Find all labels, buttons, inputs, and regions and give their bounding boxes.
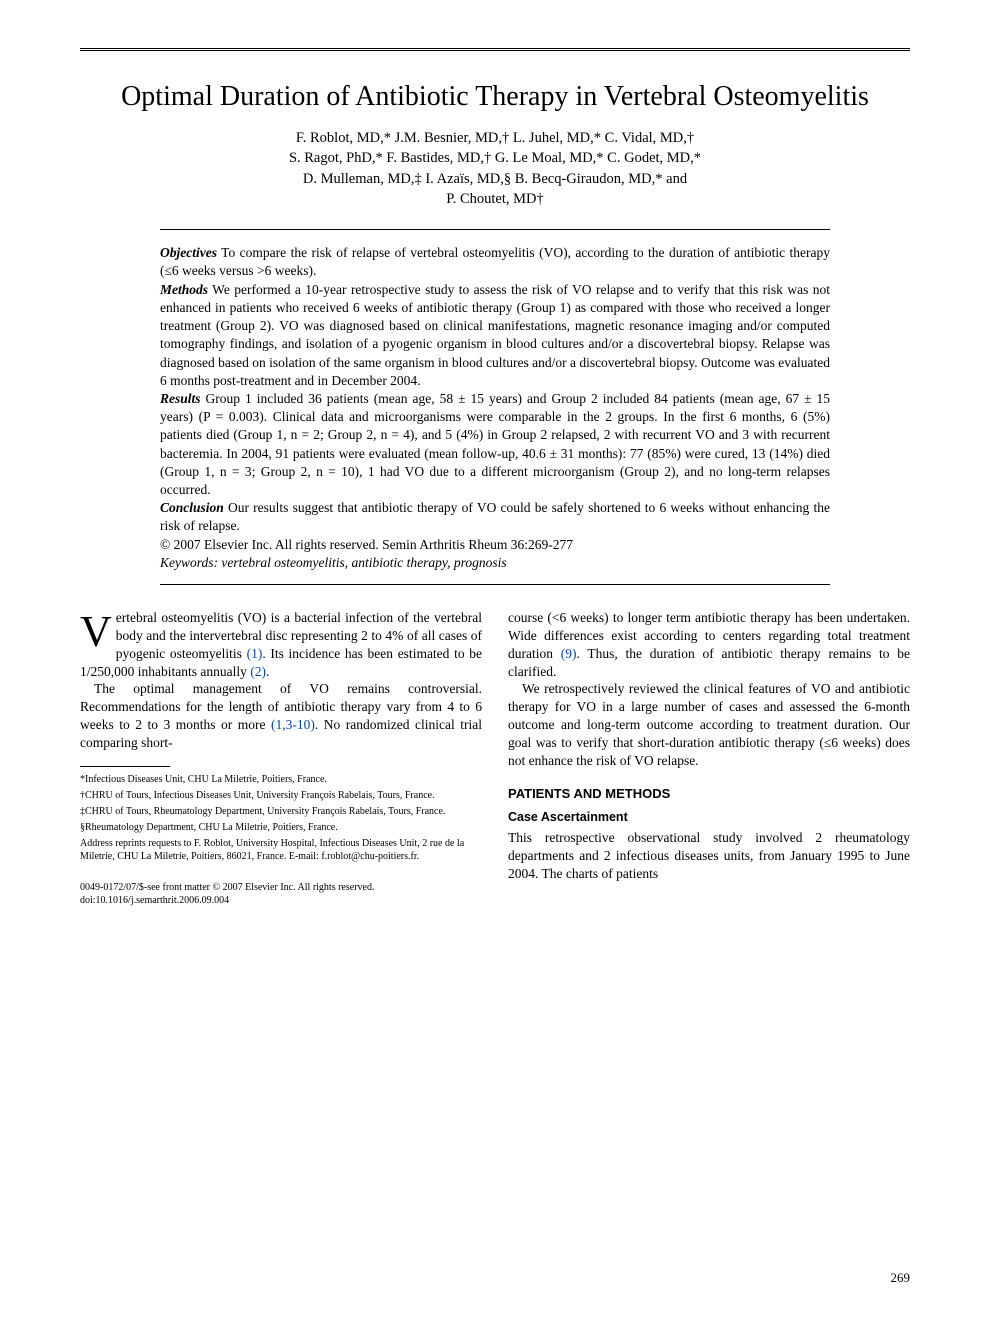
article-title: Optimal Duration of Antibiotic Therapy i… <box>80 79 910 114</box>
intro-para-3: course (<6 weeks) to longer term antibio… <box>508 609 910 680</box>
affiliation-2: †CHRU of Tours, Infectious Diseases Unit… <box>80 789 482 802</box>
author-list: F. Roblot, MD,* J.M. Besnier, MD,† L. Ju… <box>80 128 910 209</box>
methods-text: We performed a 10-year retrospective stu… <box>160 282 830 388</box>
dropcap-letter: V <box>80 609 116 650</box>
intro-para-1: Vertebral osteomyelitis (VO) is a bacter… <box>80 609 482 680</box>
intro-p1-after2: . <box>266 664 269 679</box>
authors-line-3: D. Mulleman, MD,‡ I. Azaïs, MD,§ B. Becq… <box>80 169 910 189</box>
affiliation-rule <box>80 766 170 767</box>
abstract-block: Objectives To compare the risk of relaps… <box>160 244 830 572</box>
affiliations-block: *Infectious Diseases Unit, CHU La Miletr… <box>80 773 482 863</box>
page-number: 269 <box>891 1270 911 1286</box>
intro-para-2: The optimal management of VO remains con… <box>80 680 482 751</box>
title-block: Optimal Duration of Antibiotic Therapy i… <box>80 79 910 209</box>
top-double-rule <box>80 48 910 51</box>
abstract-keywords: Keywords: vertebral osteomyelitis, antib… <box>160 554 830 572</box>
body-columns: Vertebral osteomyelitis (VO) is a bacter… <box>80 609 910 907</box>
footer-copyright: 0049-0172/07/$-see front matter © 2007 E… <box>80 881 482 907</box>
results-text: Group 1 included 36 patients (mean age, … <box>160 391 830 497</box>
column-left: Vertebral osteomyelitis (VO) is a bacter… <box>80 609 482 907</box>
objectives-text: To compare the risk of relapse of verteb… <box>160 245 830 278</box>
keywords-text: vertebral osteomyelitis, antibiotic ther… <box>218 555 507 570</box>
subsection-heading-case-ascertainment: Case Ascertainment <box>508 809 910 826</box>
ref-link-1[interactable]: (1) <box>247 646 263 661</box>
abstract-objectives: Objectives To compare the risk of relaps… <box>160 244 830 280</box>
authors-line-2: S. Ragot, PhD,* F. Bastides, MD,† G. Le … <box>80 148 910 168</box>
abstract-methods: Methods We performed a 10-year retrospec… <box>160 281 830 390</box>
conclusion-text: Our results suggest that antibiotic ther… <box>160 500 830 533</box>
authors-line-4: P. Choutet, MD† <box>80 189 910 209</box>
ref-link-4[interactable]: (9) <box>561 646 577 661</box>
conclusion-label: Conclusion <box>160 500 224 515</box>
keywords-label: Keywords: <box>160 555 218 570</box>
reprint-address: Address reprints requests to F. Roblot, … <box>80 837 482 863</box>
abstract-rule-bottom <box>160 584 830 585</box>
ref-link-2[interactable]: (2) <box>250 664 266 679</box>
ref-link-3[interactable]: (1,3-10) <box>271 717 315 732</box>
methods-label: Methods <box>160 282 208 297</box>
column-right: course (<6 weeks) to longer term antibio… <box>508 609 910 907</box>
intro-para-4: We retrospectively reviewed the clinical… <box>508 680 910 769</box>
abstract-results: Results Group 1 included 36 patients (me… <box>160 390 830 499</box>
methods-para-1: This retrospective observational study i… <box>508 829 910 882</box>
section-heading-patients-methods: PATIENTS AND METHODS <box>508 785 910 802</box>
abstract-rule-top <box>160 229 830 230</box>
abstract-copyright: © 2007 Elsevier Inc. All rights reserved… <box>160 536 830 554</box>
affiliation-4: §Rheumatology Department, CHU La Miletri… <box>80 821 482 834</box>
objectives-label: Objectives <box>160 245 217 260</box>
results-label: Results <box>160 391 201 406</box>
affiliation-3: ‡CHRU of Tours, Rheumatology Department,… <box>80 805 482 818</box>
affiliation-1: *Infectious Diseases Unit, CHU La Miletr… <box>80 773 482 786</box>
authors-line-1: F. Roblot, MD,* J.M. Besnier, MD,† L. Ju… <box>80 128 910 148</box>
abstract-conclusion: Conclusion Our results suggest that anti… <box>160 499 830 535</box>
